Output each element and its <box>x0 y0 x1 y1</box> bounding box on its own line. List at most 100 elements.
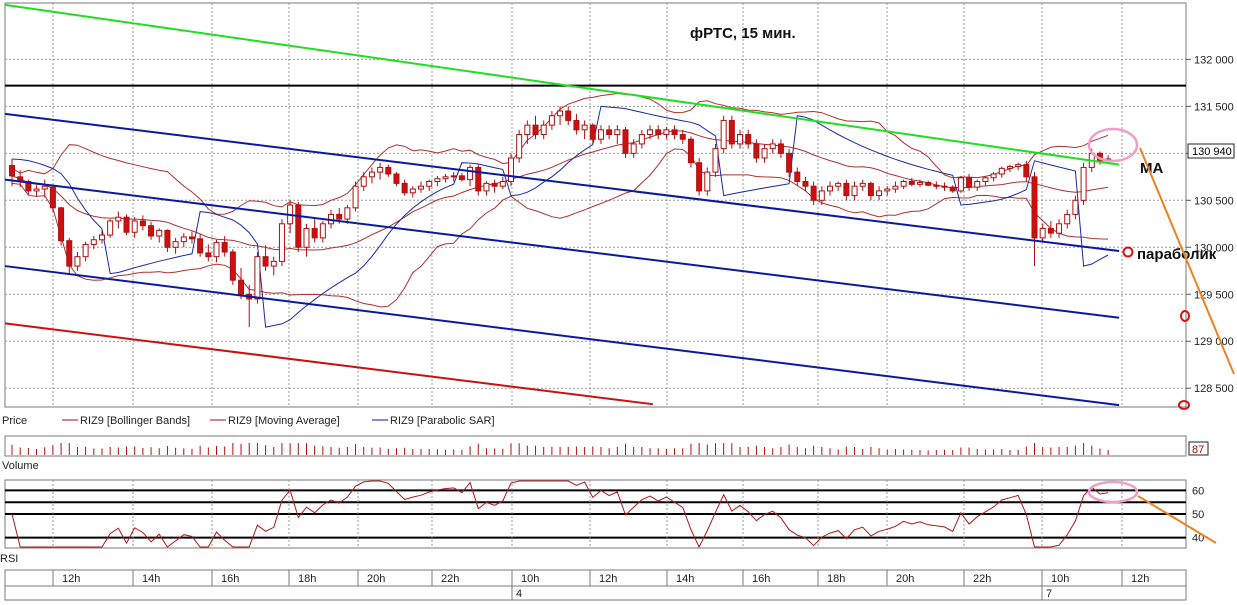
candle-up <box>630 143 637 154</box>
candle-up <box>540 124 547 136</box>
candle-down <box>1031 176 1038 239</box>
time-tick-label: 20h <box>896 573 914 585</box>
rsi-levels: 40 50 60 <box>5 485 1204 545</box>
candle-up <box>74 256 81 267</box>
rsi-level-label: 60 <box>1192 485 1204 497</box>
candle-up <box>900 181 907 187</box>
price-tick-label: 129 000 <box>1194 336 1234 348</box>
price-tick-label: 128 500 <box>1194 383 1234 395</box>
candle-up <box>892 185 899 190</box>
candle-up <box>737 134 744 145</box>
candle-down <box>221 242 228 253</box>
candle-up <box>1072 199 1079 215</box>
channel-lines <box>4 3 1120 407</box>
candle-up <box>450 175 457 178</box>
legend: Price RIZ9 [Bollinger Bands] RIZ9 [Movin… <box>2 415 495 427</box>
candle-up <box>516 134 523 159</box>
price-tick-label: 130 500 <box>1194 195 1234 207</box>
candle-up <box>368 171 375 178</box>
candle-down <box>532 124 539 136</box>
date-label: 7 <box>1046 588 1052 600</box>
candle-up <box>180 236 187 243</box>
candle-up <box>1056 223 1063 234</box>
time-tick-label: 12h <box>1131 573 1149 585</box>
candle-up <box>156 229 163 237</box>
candle-down <box>728 119 735 145</box>
candle-up <box>172 241 179 248</box>
candle-up <box>1080 166 1087 201</box>
candle-up <box>916 181 923 185</box>
candle-up <box>1039 227 1046 239</box>
rsi-label: RSI <box>0 553 18 565</box>
candle-up <box>990 173 997 179</box>
chart-title: фРТС, 15 мин. <box>690 25 796 42</box>
candle-down <box>188 236 195 240</box>
candle-down <box>336 213 343 220</box>
candle-up <box>270 260 277 267</box>
candle-down <box>164 229 171 248</box>
time-axis-frame <box>4 569 1187 601</box>
candle-down <box>606 129 613 136</box>
candle-up <box>597 129 604 140</box>
time-tick-label: 20h <box>367 573 385 585</box>
legend-sar: RIZ9 [Parabolic SAR] <box>390 415 495 427</box>
candle-down <box>49 186 56 209</box>
candle-up <box>1006 165 1013 169</box>
candle-up <box>720 119 727 150</box>
candle-up <box>107 220 114 236</box>
time-tick-label: 18h <box>827 573 845 585</box>
candle-down <box>66 240 73 267</box>
rsi-level-label: 50 <box>1192 509 1204 521</box>
candle-up <box>638 134 645 145</box>
channel-end-marker-lower <box>1178 400 1190 410</box>
candle-up <box>426 181 433 187</box>
volume-panel-frame <box>4 435 1187 457</box>
candle-up <box>851 185 858 197</box>
bollinger-lower-line <box>11 148 1109 308</box>
candle-down <box>933 184 940 187</box>
candle-up <box>352 185 359 209</box>
candle-up <box>360 176 367 187</box>
channel-line <box>4 322 653 406</box>
candle-up <box>712 148 719 173</box>
time-tick-label: 14h <box>676 573 694 585</box>
candle-up <box>82 243 89 258</box>
candle-up <box>663 129 670 136</box>
candle-up <box>557 110 564 117</box>
candle-down <box>148 225 155 237</box>
time-tick-label: 18h <box>298 573 316 585</box>
rsi-grid <box>52 480 1123 548</box>
candle-down <box>925 181 932 186</box>
candle-down <box>401 182 408 194</box>
candle-down <box>238 279 245 295</box>
candle-down <box>810 185 817 201</box>
candle-down <box>205 252 212 258</box>
candle-down <box>393 173 400 184</box>
candle-down <box>9 165 15 177</box>
highlight-ellipse-price <box>1087 127 1139 163</box>
time-tick-label: 10h <box>1051 573 1069 585</box>
forecast-arrow-rsi <box>1137 495 1217 544</box>
candle-up <box>647 129 654 136</box>
time-tick-label: 14h <box>142 573 160 585</box>
candle-down <box>655 129 662 136</box>
candle-down <box>262 256 269 267</box>
candles <box>9 106 1112 328</box>
candle-up <box>303 227 310 248</box>
time-tick-label: 12h <box>599 573 617 585</box>
candle-down <box>229 251 236 281</box>
candle-down <box>1023 164 1030 178</box>
channel-line <box>4 112 1120 253</box>
candle-up <box>818 190 825 201</box>
candle-down <box>777 143 784 154</box>
channel-line <box>4 265 1120 407</box>
parabolic-annotation: параболик <box>1137 246 1217 263</box>
candle-down <box>58 207 65 242</box>
volume-bars <box>11 443 1109 455</box>
volume-label: Volume <box>2 460 39 472</box>
candle-up <box>884 188 891 192</box>
price-tick-label: 130 000 <box>1194 242 1234 254</box>
candle-up <box>278 223 285 262</box>
